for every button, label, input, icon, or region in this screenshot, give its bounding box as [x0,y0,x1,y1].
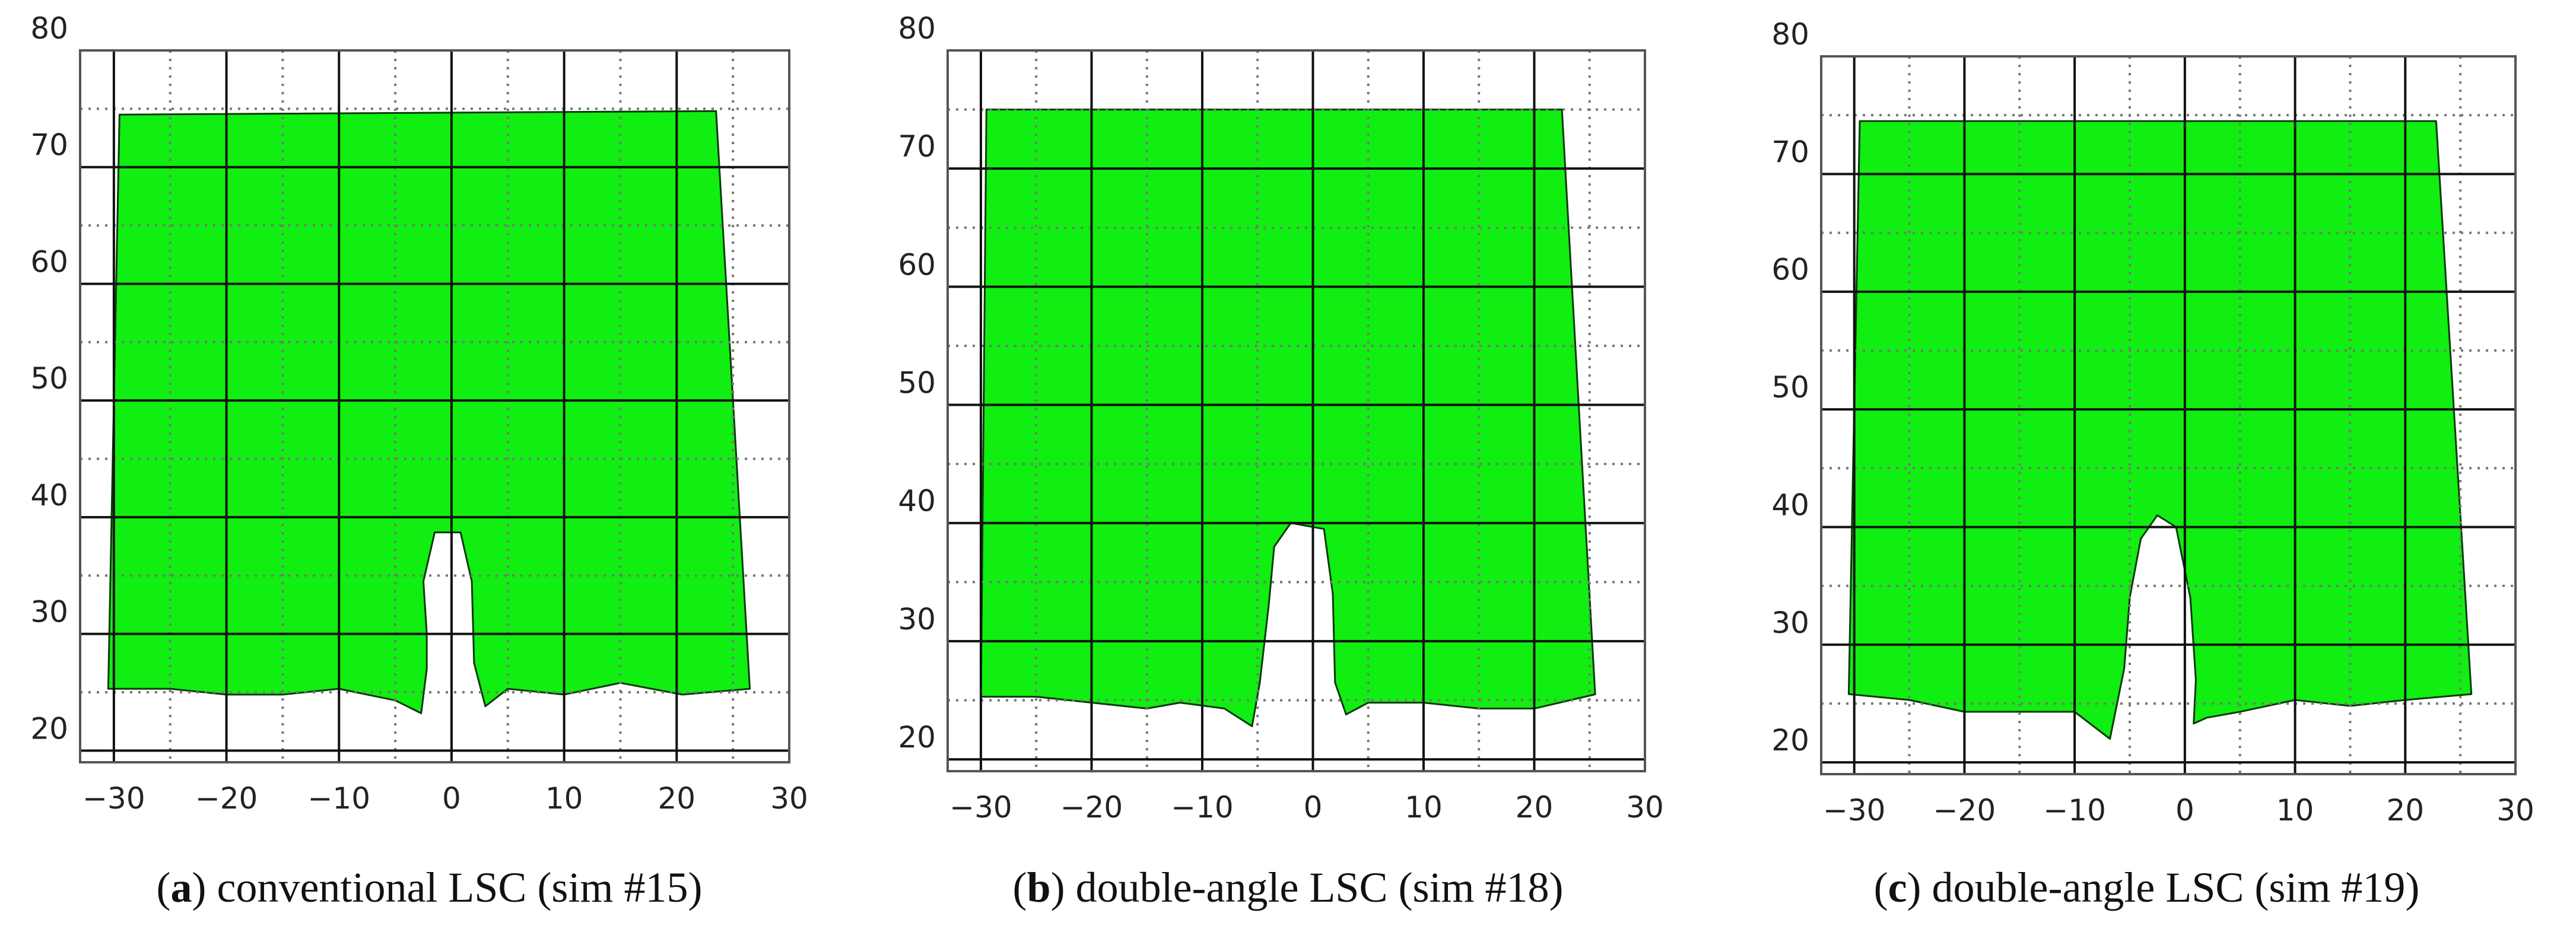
caption-c: (c) double-angle LSC (sim #19) [1873,864,2420,911]
x-tick-label: 30 [2496,793,2534,828]
y-tick-label: 30 [1771,606,1809,640]
x-tick-label: −30 [949,790,1012,825]
x-tick-label: −30 [82,781,145,816]
y-tick-label: 50 [30,361,68,396]
x-tick-label: −10 [2043,793,2106,828]
caption-c-letter: c [1888,864,1907,911]
panel-c: −30 −20 −10 0 10 20 30 20 30 40 50 60 70 80 (c) doubl… [1717,0,2576,926]
y-tick-label: 30 [898,602,936,637]
y-tick-label: 20 [30,711,68,746]
y-tick-label: 20 [898,720,936,755]
x-tick-label: 20 [658,781,696,816]
y-tick-label: 60 [898,247,936,282]
chart-c: −30 −20 −10 0 10 20 30 20 30 40 50 60 70 80 [1771,17,2534,828]
chart-a: −30 −20 −10 0 10 20 30 20 30 40 50 60 70 80 [30,11,808,816]
caption-b-letter: b [1027,864,1051,911]
caption-b-text: double-angle LSC (sim #18) [1075,864,1564,911]
x-tick-label: 30 [1626,790,1664,825]
y-tick-label: 30 [30,595,68,629]
caption-a-letter: a [170,864,192,911]
plot-frame [1820,55,2517,775]
x-tick-label: −30 [1823,793,1886,828]
chart-b: −30 −20 −10 0 10 20 30 20 30 40 50 60 70 80 [898,11,1664,825]
y-tick-label: 80 [898,11,936,46]
panel-b: −30 −20 −10 0 10 20 30 20 30 40 50 60 70 80 (b) doubl… [859,0,1717,926]
y-tick-label: 40 [30,478,68,513]
x-tick-label: 30 [770,781,808,816]
x-tick-label: 0 [442,781,461,816]
caption-c-text: double-angle LSC (sim #19) [1932,864,2420,911]
y-tick-label: 80 [30,11,68,46]
y-tick-label: 70 [30,128,68,163]
panel-a: −30 −20 −10 0 10 20 30 20 30 40 50 60 70 80 (a) conve… [0,0,859,926]
filled-region [107,110,751,714]
x-tick-label: −20 [1933,793,1996,828]
x-tick-label: 0 [2175,793,2194,828]
y-tick-label: 70 [1771,135,1809,169]
x-tick-label: −10 [1171,790,1234,825]
x-tick-label: 10 [545,781,583,816]
x-tick-label: 10 [2276,793,2314,828]
y-tick-label: 50 [1771,370,1809,405]
y-tick-label: 60 [30,244,68,279]
y-tick-label: 80 [1771,17,1809,52]
y-tick-label: 60 [1771,253,1809,287]
y-tick-label: 40 [898,484,936,518]
caption-a: (a) conventional LSC (sim #15) [156,864,703,911]
x-tick-label: −20 [195,781,258,816]
y-tick-label: 20 [1771,723,1809,758]
plot-frame [79,49,790,763]
plot-frame [946,49,1646,772]
x-tick-label: 20 [1516,790,1554,825]
y-tick-label: 40 [1771,488,1809,522]
x-tick-label: 0 [1304,790,1323,825]
y-tick-label: 70 [898,129,936,164]
x-tick-label: −10 [308,781,371,816]
caption-b: (b) double-angle LSC (sim #18) [1012,864,1564,911]
x-tick-label: −20 [1060,790,1123,825]
y-tick-label: 50 [898,366,936,400]
x-tick-label: 10 [1405,790,1443,825]
x-tick-label: 20 [2386,793,2424,828]
caption-a-text: conventional LSC (sim #15) [217,864,703,911]
